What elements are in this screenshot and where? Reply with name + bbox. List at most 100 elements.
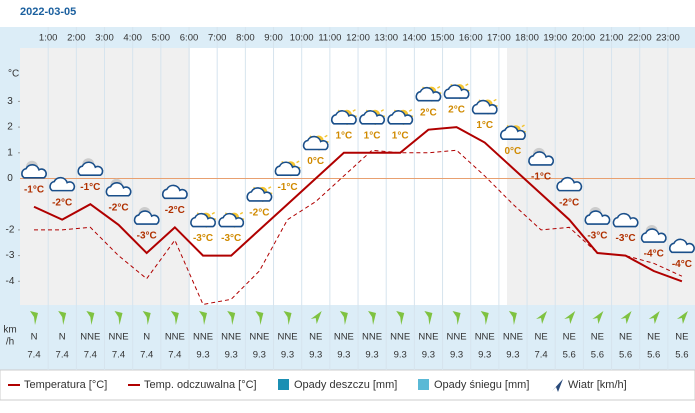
wind-direction: NNE [334, 332, 354, 343]
wind-speed: 7.4 [168, 350, 181, 361]
y-tick-label: 1 [7, 147, 13, 158]
temperature-label: -2°C [249, 208, 269, 219]
x-tick-label: 17:00 [487, 33, 511, 44]
x-tick-label: 13:00 [374, 33, 398, 44]
wind-speed: 9.3 [506, 350, 519, 361]
x-tick-label: 12:00 [346, 33, 370, 44]
temperature-label: -2°C [559, 197, 579, 208]
wind-speed: 5.6 [591, 350, 604, 361]
wind-speed: 5.6 [563, 350, 576, 361]
wind-direction: NNE [277, 332, 297, 343]
wind-direction: N [31, 332, 38, 343]
temperature-label: -2°C [108, 202, 128, 213]
wind-speed: 9.3 [394, 350, 407, 361]
wind-direction: NE [534, 332, 547, 343]
wind-speed: 5.6 [647, 350, 660, 361]
wind-speed: 9.3 [196, 350, 209, 361]
y-tick-label: 3 [7, 96, 13, 107]
temperature-label: 1°C [364, 130, 381, 141]
wind-speed: 7.4 [112, 350, 125, 361]
x-tick-label: 6:00 [180, 33, 199, 44]
temperature-label: 1°C [392, 130, 409, 141]
temperature-label: -3°C [587, 231, 607, 242]
temperature-label: 2°C [448, 105, 465, 116]
temperature-label: 2°C [420, 107, 437, 118]
wind-direction: NE [309, 332, 322, 343]
legend-swatch [418, 379, 429, 390]
wind-direction: N [143, 332, 150, 343]
wind-direction: NNE [503, 332, 523, 343]
wind-speed: 9.3 [422, 350, 435, 361]
wind-speed: 7.4 [27, 350, 40, 361]
wind-unit: km [3, 325, 16, 336]
wind-direction: NE [675, 332, 688, 343]
wind-direction: NNE [80, 332, 100, 343]
wind-direction: NNE [447, 332, 467, 343]
temperature-label: -1°C [531, 172, 551, 183]
temperature-label: -3°C [616, 233, 636, 244]
wind-speed: 7.4 [84, 350, 97, 361]
wind-speed: 7.4 [534, 350, 547, 361]
x-tick-label: 16:00 [459, 33, 483, 44]
wind-speed: 9.3 [281, 350, 294, 361]
wind-direction: N [59, 332, 66, 343]
x-tick-label: 2:00 [67, 33, 86, 44]
x-tick-label: 9:00 [264, 33, 283, 44]
wind-direction: NE [647, 332, 660, 343]
x-tick-label: 20:00 [572, 33, 596, 44]
x-tick-label: 21:00 [600, 33, 624, 44]
temperature-label: -3°C [221, 233, 241, 244]
x-tick-label: 4:00 [123, 33, 142, 44]
y-tick-label: -4 [6, 276, 15, 287]
temperature-label: -1°C [80, 182, 100, 193]
wind-direction: NE [563, 332, 576, 343]
x-tick-label: 23:00 [656, 33, 680, 44]
x-tick-label: 5:00 [152, 33, 171, 44]
x-tick-label: 8:00 [236, 33, 255, 44]
wind-direction: NNE [249, 332, 269, 343]
wind-speed: 9.3 [365, 350, 378, 361]
temperature-label: 1°C [335, 130, 352, 141]
legend-label: Wiatr [km/h] [568, 379, 627, 391]
x-tick-label: 18:00 [515, 33, 539, 44]
wind-speed: 9.3 [309, 350, 322, 361]
x-tick-label: 7:00 [208, 33, 227, 44]
wind-speed: 9.3 [478, 350, 491, 361]
wind-speed: 9.3 [253, 350, 266, 361]
wind-direction: NNE [221, 332, 241, 343]
temperature-label: -1°C [24, 184, 44, 195]
legend-label: Opady śniegu [mm] [434, 379, 529, 391]
wind-direction: NNE [193, 332, 213, 343]
y-axis-label: °C [8, 69, 19, 80]
wind-direction: NNE [390, 332, 410, 343]
temperature-label: -4°C [672, 259, 692, 270]
legend-label: Opady deszczu [mm] [294, 379, 397, 391]
temperature-label: -4°C [644, 249, 664, 260]
temperature-label: -1°C [277, 182, 297, 193]
wind-speed: 9.3 [337, 350, 350, 361]
x-tick-label: 22:00 [628, 33, 652, 44]
x-tick-label: 19:00 [543, 33, 567, 44]
legend-label: Temp. odczuwalna [°C] [144, 379, 257, 391]
x-tick-label: 3:00 [95, 33, 114, 44]
wind-speed: 5.6 [675, 350, 688, 361]
wind-direction: NNE [475, 332, 495, 343]
chart-title: 2022-03-05 [20, 6, 76, 18]
legend-swatch [278, 379, 289, 390]
temperature-label: -2°C [165, 205, 185, 216]
wind-speed: 9.3 [450, 350, 463, 361]
wind-direction: NNE [418, 332, 438, 343]
y-tick-label: 2 [7, 122, 13, 133]
wind-direction: NE [591, 332, 604, 343]
temperature-label: 1°C [476, 120, 493, 131]
wind-direction: NNE [165, 332, 185, 343]
x-tick-label: 1:00 [39, 33, 58, 44]
wind-speed: 7.4 [56, 350, 69, 361]
wind-speed: 7.4 [140, 350, 153, 361]
x-tick-label: 10:00 [290, 33, 314, 44]
temperature-label: 0°C [504, 146, 521, 157]
legend-label: Temperatura [°C] [24, 379, 107, 391]
temperature-label: -3°C [137, 231, 157, 242]
wind-direction: NNE [108, 332, 128, 343]
